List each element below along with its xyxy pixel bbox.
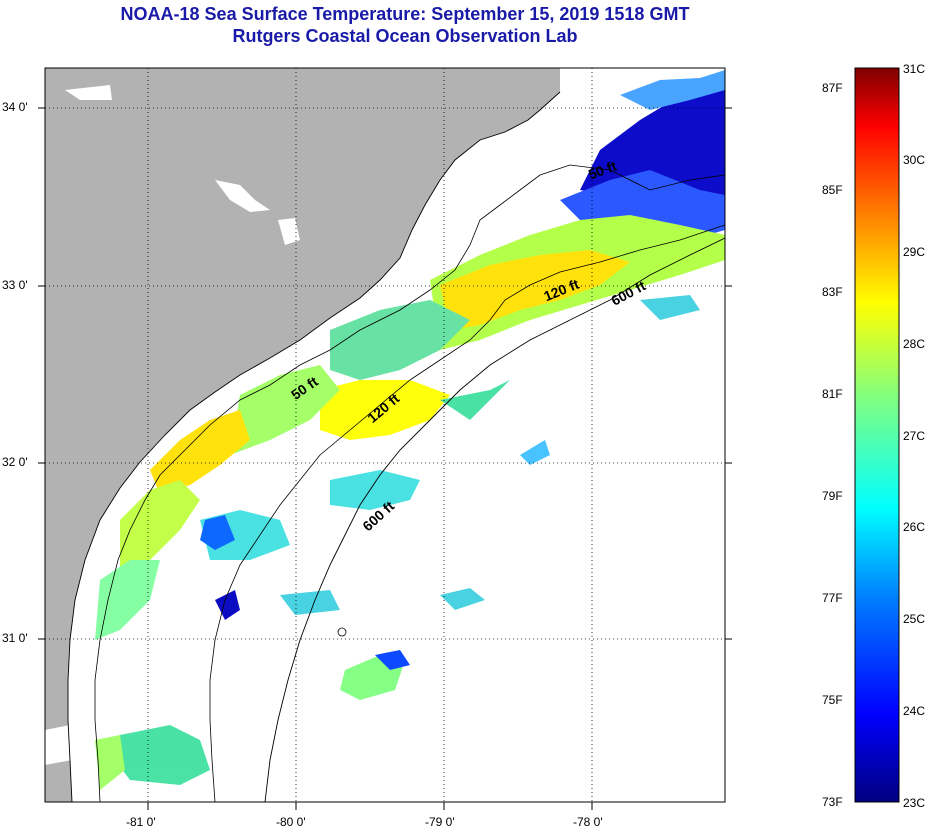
contour-120ft [209,224,725,802]
lon-label-79: -79 0' [425,815,455,829]
contour-600ft [264,237,725,802]
lat-label-32: 32 0' [2,455,28,469]
coastline [67,91,561,802]
cb-f-77: 77F [822,591,843,605]
cb-f-87: 87F [822,81,843,95]
axis-ticks [38,107,732,810]
lat-label-34: 34 0' [2,100,28,114]
lat-label-33: 33 0' [2,278,28,292]
colorbar [854,67,900,803]
graticule [45,68,725,802]
cb-f-83: 83F [822,285,843,299]
cb-c-24: 24C [903,704,926,718]
cb-c-26: 26C [903,520,926,534]
cb-c-29: 29C [903,245,926,259]
cb-f-81: 81F [822,387,843,401]
cb-f-85: 85F [822,183,843,197]
lon-label-78: -78 0' [573,815,603,829]
contour-50ft [94,164,725,802]
cb-c-25: 25C [903,612,926,626]
cb-f-79: 79F [822,489,843,503]
cb-c-28: 28C [903,337,926,351]
sst-data [95,70,725,790]
map-title: NOAA-18 Sea Surface Temperature: Septemb… [120,4,690,24]
map-subtitle: Rutgers Coastal Ocean Observation Lab [232,26,578,46]
lon-label-81: -81 0' [126,815,156,829]
cb-c-23: 23C [903,796,926,810]
cb-c-27: 27C [903,429,926,443]
land-mass [45,68,560,802]
cb-f-73: 73F [822,795,843,809]
cb-c-31: 31C [903,62,926,76]
cb-c-30: 30C [903,153,926,167]
cb-f-75: 75F [822,693,843,707]
lat-label-31: 31 0' [2,631,28,645]
lon-label-80: -80 0' [276,815,306,829]
